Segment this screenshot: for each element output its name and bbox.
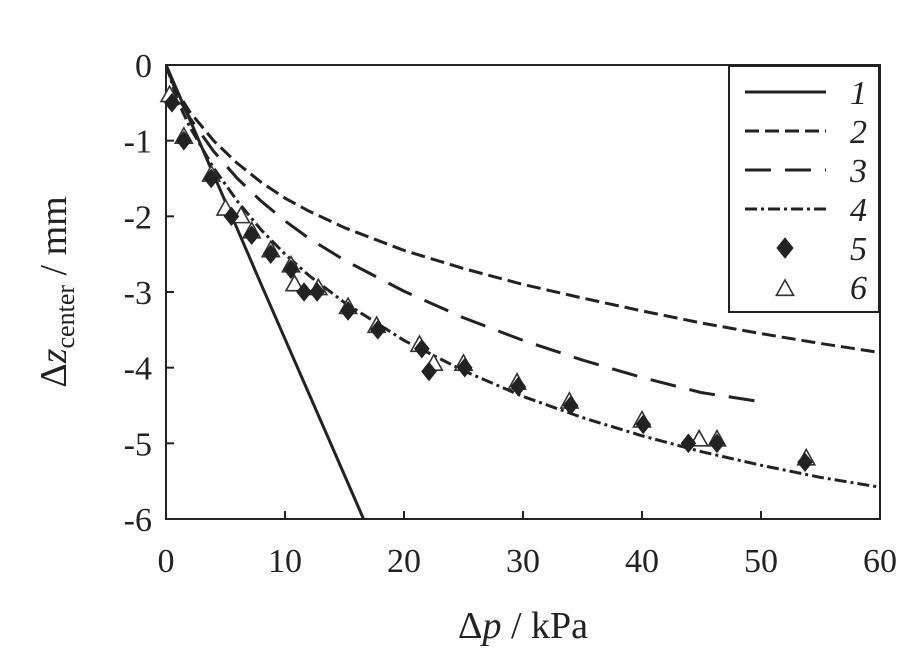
y-tick-label: -3	[124, 275, 152, 312]
x-axis-label: Δp / kPa	[458, 605, 588, 647]
series-5-point	[223, 206, 240, 227]
series-5-point	[369, 320, 386, 340]
y-tick-label: -6	[124, 502, 152, 539]
x-tick-label: 60	[863, 543, 897, 580]
series-2-line	[166, 65, 880, 355]
series-5-point	[262, 244, 279, 264]
series-5-point	[176, 130, 192, 151]
series-5-point	[421, 361, 437, 382]
y-tick-label: -4	[124, 351, 152, 388]
legend-label-4: 4	[850, 192, 867, 229]
x-tick-label: 10	[268, 543, 302, 580]
series-5-point	[203, 168, 220, 189]
legend-label-2: 2	[850, 114, 867, 151]
legend-marker-6	[775, 278, 795, 297]
legend-box	[728, 65, 880, 313]
y-tick-label: -5	[124, 426, 152, 463]
legend-label-1: 1	[850, 75, 867, 112]
series-1-line	[166, 65, 365, 519]
x-tick-label: 40	[625, 543, 659, 580]
y-axis-label: Δzcenter / mm	[33, 196, 80, 387]
series-5-point	[709, 433, 725, 454]
x-tick-label: 30	[506, 543, 540, 580]
series-5-point	[414, 338, 430, 359]
y-tick-label: 0	[135, 48, 152, 85]
series-5-point	[340, 301, 356, 321]
series-5-point	[309, 282, 325, 302]
series-5-point	[164, 93, 180, 113]
series-5-point	[243, 225, 260, 246]
series-5-point	[680, 433, 697, 454]
series-6-point	[284, 273, 305, 292]
y-tick-label: -1	[124, 124, 152, 161]
x-tick-label: 0	[158, 543, 175, 580]
series-5-point	[296, 282, 312, 302]
series-5-point	[797, 452, 813, 473]
legend-label-6: 6	[850, 270, 867, 307]
x-tick-label: 50	[744, 543, 778, 580]
series-5-point	[456, 357, 473, 378]
x-axis: 0 10 20 30 40 50 60	[158, 511, 897, 580]
series-5-point	[562, 395, 579, 416]
series-5-point	[283, 259, 299, 280]
y-tick-label: -2	[124, 199, 152, 236]
x-tick-label: 20	[387, 543, 421, 580]
legend-label-5: 5	[850, 231, 867, 268]
legend-marker-5	[776, 237, 794, 259]
marker-layer	[159, 84, 817, 473]
y-axis: 0 -1 -2 -3 -4 -5 -6	[124, 48, 174, 539]
series-5-point	[510, 376, 527, 397]
series-3-line	[166, 65, 762, 404]
legend-label-3: 3	[849, 153, 867, 190]
series-5-point	[635, 414, 652, 435]
